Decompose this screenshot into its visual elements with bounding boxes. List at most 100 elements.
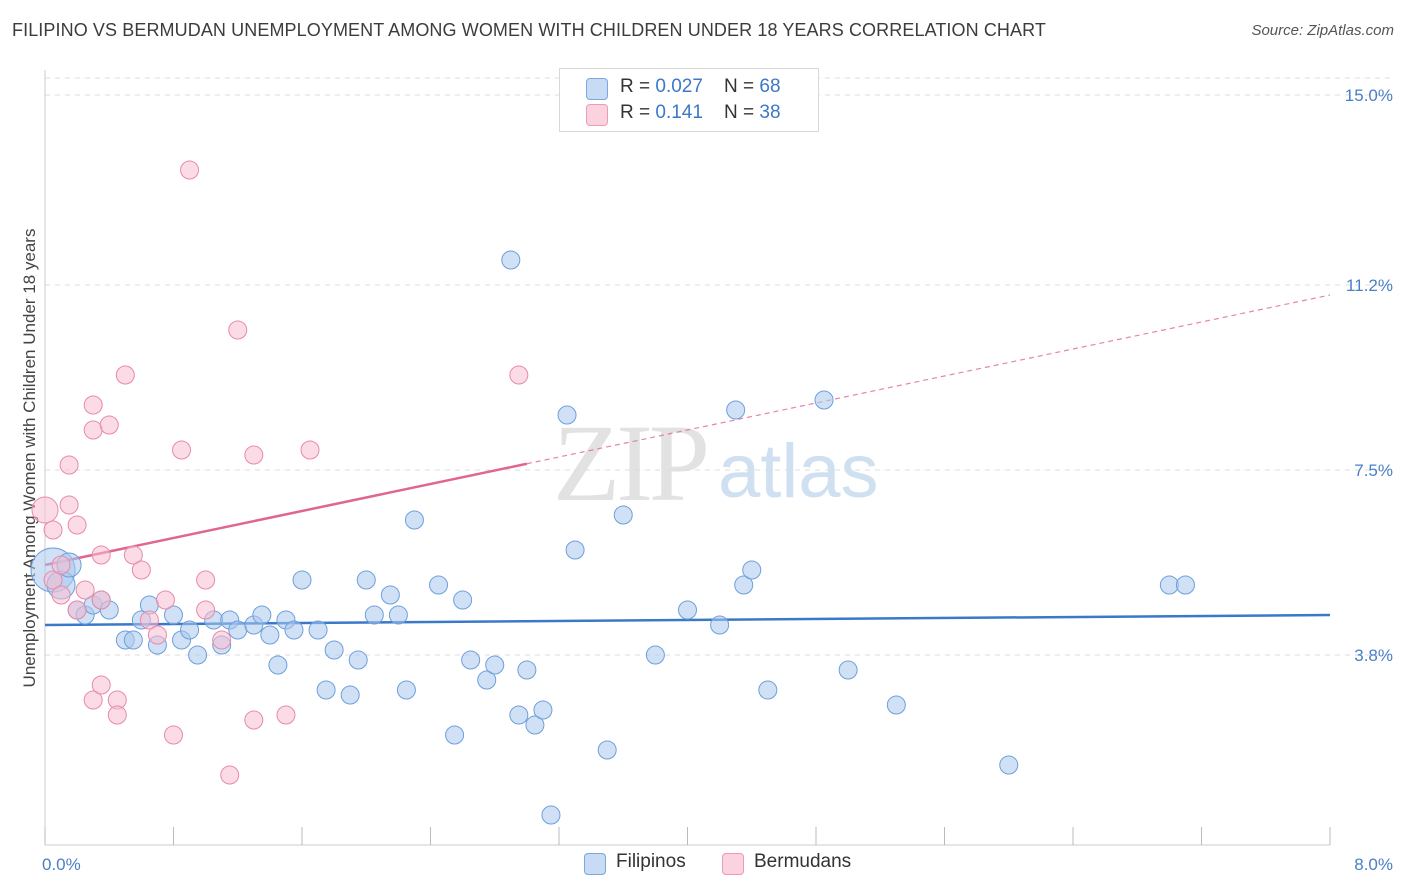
filipinos-point	[597, 740, 617, 760]
filipinos-point	[814, 390, 834, 410]
legend-r-value: 0.027	[655, 76, 703, 97]
watermark-atlas: atlas	[718, 429, 879, 514]
bermudans-point	[91, 545, 111, 565]
filipinos-point	[726, 400, 746, 420]
bermudans-swatch	[722, 853, 744, 875]
filipinos-point	[308, 620, 328, 640]
bermudans-point	[228, 320, 248, 340]
filipinos-point	[485, 655, 505, 675]
tick-labels: 3.8% 7.5% 11.2% 15.0% 0.0% 8.0%	[42, 86, 1393, 874]
legend-n-label: N =	[724, 102, 760, 123]
bermudans-point	[139, 610, 159, 630]
filipinos-point	[461, 650, 481, 670]
filipinos-point	[565, 540, 585, 560]
filipinos-point	[164, 605, 183, 625]
filipinos-point	[838, 660, 858, 680]
legend-r-label: R =	[620, 102, 656, 123]
legend-n-value: 68	[759, 76, 781, 97]
filipinos-point	[533, 700, 553, 720]
filipinos-point	[525, 715, 545, 735]
y-tick-label: 15.0%	[1345, 86, 1393, 105]
filipinos-point	[742, 560, 762, 580]
filipinos-point	[509, 705, 529, 725]
bermudans-trend-line-extension	[526, 294, 1331, 465]
filipinos-point	[364, 605, 384, 625]
bermudans-point	[244, 445, 264, 465]
filipinos-point	[886, 695, 906, 715]
bermudans-point	[59, 455, 79, 475]
bermudans-point	[107, 705, 127, 725]
bermudans-point	[43, 570, 63, 590]
bermudans-point	[31, 496, 59, 524]
filipinos-point	[517, 660, 537, 680]
legend-swatch-filipinos	[586, 78, 608, 100]
filipinos-point	[477, 670, 497, 690]
filipinos-point	[348, 650, 368, 670]
filipinos-point	[678, 600, 697, 620]
y-tick-label: 11.2%	[1346, 276, 1393, 295]
filipinos-point	[123, 630, 143, 650]
bermudans-point	[123, 545, 143, 565]
filipinos-point	[999, 755, 1019, 775]
filipinos-point	[284, 620, 304, 640]
legend-r-label: R =	[620, 76, 656, 97]
bermudans-point	[196, 600, 216, 620]
y-tick-label: 7.5%	[1354, 461, 1393, 480]
bermudans-point	[164, 725, 183, 745]
filipinos-label: Filipinos	[616, 851, 686, 872]
bermudans-point	[91, 675, 111, 695]
filipinos-point	[557, 405, 577, 425]
x-tick-label-min: 0.0%	[42, 855, 81, 874]
legend-n-label: N =	[724, 76, 760, 97]
filipinos-point	[180, 620, 200, 640]
bermudans-trend-line	[44, 462, 528, 567]
bermudans-point	[180, 160, 200, 180]
filipinos-point	[758, 680, 778, 700]
filipinos-point	[260, 625, 280, 645]
filipinos-point	[645, 645, 665, 665]
bermudans-point	[244, 710, 264, 730]
bermudans-point	[220, 765, 240, 785]
filipinos-point	[445, 725, 465, 745]
bermudans-point	[131, 560, 151, 580]
filipinos-point	[501, 250, 521, 270]
filipinos-point	[734, 575, 754, 595]
filipinos-point	[453, 590, 473, 610]
filipinos-point	[429, 575, 449, 595]
gridlines	[45, 77, 1390, 656]
bermudans-point	[91, 590, 111, 610]
filipinos-point	[404, 510, 424, 530]
bermudans-point	[115, 365, 135, 385]
filipinos-point	[188, 645, 208, 665]
bermudans-point	[509, 365, 529, 385]
filipinos-point	[292, 570, 312, 590]
bermudans-point	[196, 570, 216, 590]
filipinos-point	[1159, 575, 1179, 595]
bermudans-point	[276, 705, 296, 725]
bermudans-point	[83, 420, 103, 440]
filipinos-point	[710, 615, 730, 635]
bermudans-point	[51, 555, 71, 575]
filipinos-point	[1175, 575, 1195, 595]
legend-r-value: 0.141	[655, 102, 703, 123]
chart-title: FILIPINO VS BERMUDAN UNEMPLOYMENT AMONG …	[12, 20, 1047, 40]
filipinos-point	[613, 505, 633, 525]
bermudans-point	[75, 580, 95, 600]
bermudans-point	[155, 590, 175, 610]
filipinos-point	[380, 585, 400, 605]
bermudans-point	[59, 495, 79, 515]
bermudans-point	[83, 395, 103, 415]
bermudans-point	[172, 440, 192, 460]
filipinos-point	[252, 605, 272, 625]
bermudans-point	[147, 625, 167, 645]
bermudans-point	[67, 600, 87, 620]
correlation-legend: R = 0.027 N = 68 R = 0.141 N = 38	[559, 68, 819, 132]
bermudans-point	[51, 585, 71, 605]
bermudans-point	[212, 630, 232, 650]
bermudans-point	[43, 520, 63, 540]
filipinos-point	[388, 605, 408, 625]
bermudans-point	[83, 690, 103, 710]
filipinos-point	[268, 655, 288, 675]
bermudans-point	[300, 440, 320, 460]
